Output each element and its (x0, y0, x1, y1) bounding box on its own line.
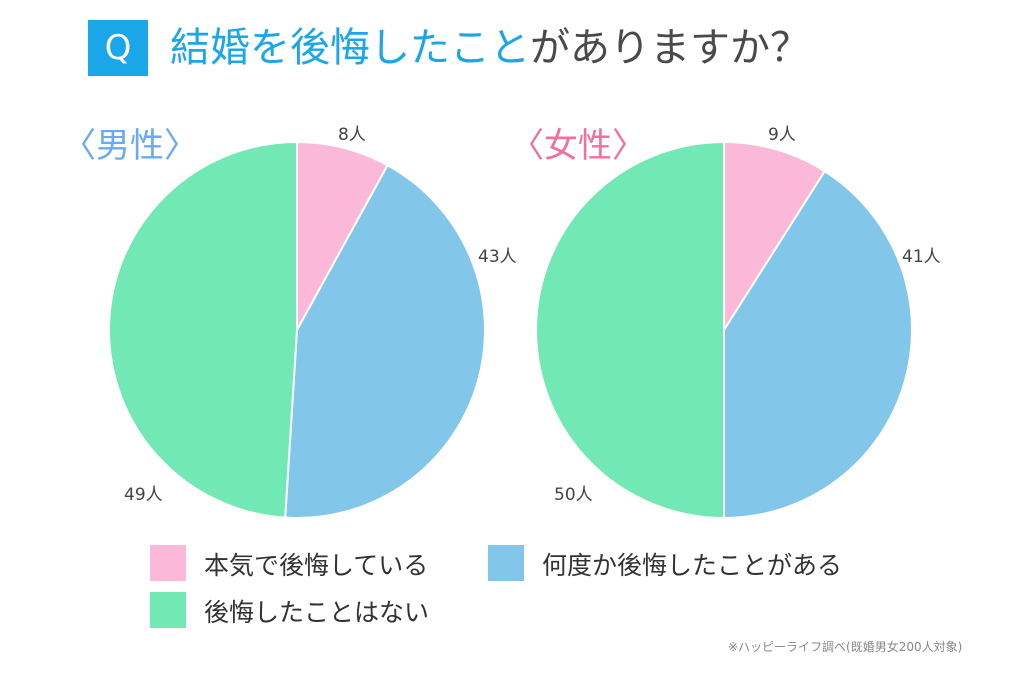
page-title: 結婚を後悔したことがありますか？ (170, 18, 810, 78)
male-slice-never (108, 140, 298, 519)
female-label-serious: 9人 (768, 125, 796, 145)
legend-swatch-never (150, 592, 186, 628)
source-note: ※ハッピーライフ調べ(既婚男女200人対象) (728, 640, 963, 654)
male-label-serious: 8人 (338, 125, 366, 145)
female-label-sometimes: 41人 (902, 247, 941, 267)
female-label-never: 50人 (554, 485, 593, 505)
male-slice-serious (296, 140, 389, 331)
male-chart-title: 〈男性〉 (62, 126, 198, 166)
male-label-sometimes: 43人 (478, 247, 517, 267)
male-label-never: 49人 (124, 485, 163, 505)
legend-swatch-serious (150, 545, 186, 581)
legend-label-never: 後悔したことはない (204, 598, 430, 627)
title-highlight: 結婚を後悔したこと (170, 25, 530, 71)
female-slice-serious (723, 140, 827, 334)
female-slice-never (535, 140, 725, 520)
female-slice-sometimes (723, 169, 913, 520)
male-slice-sometimes (284, 163, 486, 519)
legend-swatch-sometimes (488, 545, 524, 581)
female-chart-title: 〈女性〉 (510, 126, 646, 166)
title-rest: がありますか？ (530, 25, 810, 71)
legend-label-serious: 本気で後悔している (204, 551, 429, 580)
question-badge: Q (88, 20, 148, 76)
legend-label-sometimes: 何度か後悔したことがある (542, 551, 843, 580)
